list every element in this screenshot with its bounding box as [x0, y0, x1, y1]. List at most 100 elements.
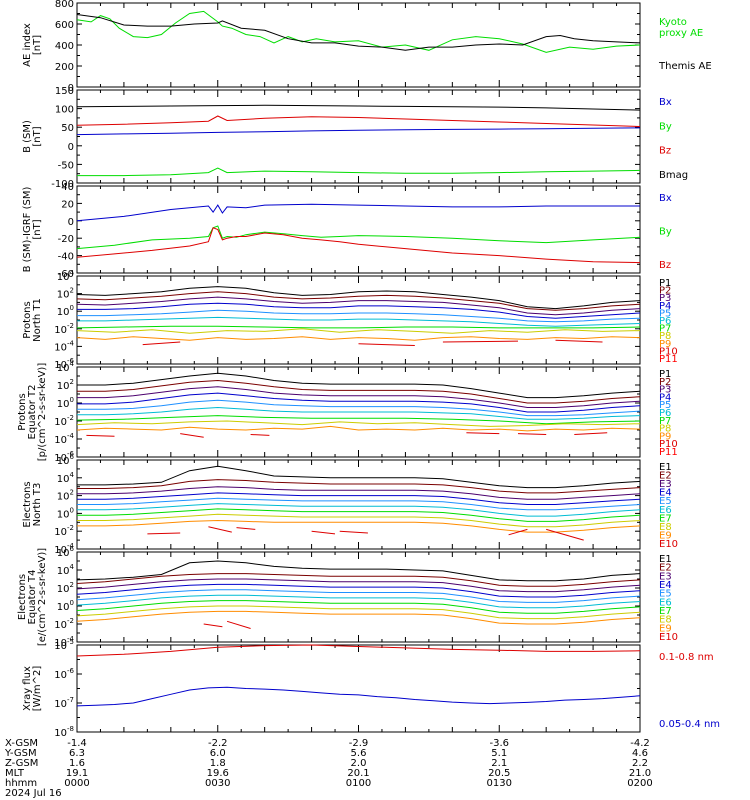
series-line-e8: [77, 513, 641, 528]
y-tick-label: 10-2: [54, 617, 74, 631]
series-line-e10: [508, 528, 528, 536]
legend-e4: E4: [659, 488, 672, 499]
series-line-e3: [77, 486, 641, 500]
y-tick-label: 800: [55, 0, 74, 10]
footer-value: 2.0: [351, 758, 367, 769]
y-tick-label: 100: [57, 304, 74, 318]
legend-0-05-0-4-nm: 0.05-0.4 nm: [659, 719, 720, 730]
y-tick-label: 10-8: [54, 725, 74, 739]
legend-bx: Bx: [659, 97, 672, 108]
series-line-bmag: [76, 104, 641, 111]
y-axis-label: [e/(cm^2-s-sr-keV)]: [37, 548, 48, 646]
footer-value: 0000: [64, 778, 89, 789]
y-axis-label: [nT]: [32, 126, 43, 146]
series-line-e10: [208, 526, 232, 533]
series-line-e1: [76, 560, 641, 582]
y-tick-label: 100: [57, 599, 74, 613]
y-tick-label: 102: [57, 489, 74, 503]
legend-p1: P1: [659, 369, 671, 380]
y-tick-label: 106: [57, 453, 75, 467]
legend-bz: Bz: [659, 146, 671, 157]
y-tick-label: 10-2: [54, 322, 74, 336]
y-tick-label: 150: [55, 86, 74, 97]
legend-kyoto-proxy-ae: proxy AE: [659, 28, 703, 39]
y-axis-label: [nT]: [32, 219, 43, 239]
y-axis-label: AE index: [22, 23, 33, 67]
legend-e9: E9: [659, 623, 672, 634]
series-line-p8: [76, 328, 641, 334]
series-line-p6: [77, 406, 641, 420]
footer-value: 1.6: [69, 758, 85, 769]
series-line-p10: [555, 339, 603, 343]
legend-themis-ae: Themis AE: [658, 61, 712, 72]
series-line-e8: [76, 605, 641, 620]
series-line-bx: [76, 203, 640, 222]
series-line-p6: [77, 316, 641, 327]
footer-row-label: hhmm: [5, 778, 37, 789]
series-line-e1: [77, 465, 641, 489]
series-line-p5: [77, 309, 641, 323]
series-line-e3: [76, 578, 641, 593]
y-axis-label: [W/m^2]: [32, 666, 43, 712]
y-tick-label: 0: [68, 217, 74, 228]
series-line-p8: [76, 420, 641, 427]
y-tick-label: -100: [51, 179, 74, 190]
series-line-p7: [76, 325, 641, 329]
series-line-0-05-0-4-nm: [76, 686, 641, 707]
y-tick-label: 104: [57, 471, 75, 485]
y-axis-label: Equator T4: [27, 570, 38, 625]
legend-p4: P4: [659, 392, 671, 403]
footer-date: 2024 Jul 16: [5, 788, 62, 799]
legend-p8: P8: [659, 424, 671, 435]
panel-frame: [76, 89, 641, 184]
legend-p10: P10: [659, 439, 678, 450]
series-line-p4: [77, 392, 641, 413]
legend-0-1-0-8-nm: 0.1-0.8 nm: [659, 652, 714, 663]
legend-e3: E3: [659, 571, 672, 582]
panel-8: 10-8 10-7 10-6 10-5 Xray flux [W/m^2] 0.1-0.8 …: [22, 638, 720, 739]
series-line-e9: [76, 610, 641, 625]
legend-p9: P9: [659, 431, 671, 442]
y-tick-label: 10-2: [54, 414, 74, 428]
y-tick-label: 100: [55, 105, 74, 116]
footer-value: -3.6: [489, 738, 509, 749]
series-line-e2: [76, 573, 641, 587]
series-line-p10: [86, 434, 115, 437]
y-tick-label: 50: [61, 123, 74, 134]
legend-e4: E4: [659, 580, 672, 591]
y-axis-label: B (SM)-IGRF (SM): [22, 187, 33, 273]
legend-e6: E6: [659, 597, 672, 608]
footer-value: 19.6: [207, 768, 229, 779]
legend-p2: P2: [659, 377, 671, 388]
series-line-e7: [77, 508, 641, 522]
y-axis-label: B (SM): [22, 120, 33, 153]
series-line-p10: [574, 432, 608, 435]
panel-3: -60 -40 -20 0 20 40 B (SM)-IGRF (SM) [nT] Bx By Bz: [22, 182, 672, 280]
legend-e6: E6: [659, 505, 672, 516]
footer-value: -2.2: [208, 738, 228, 749]
legend-p3: P3: [659, 385, 671, 396]
legend-e3: E3: [659, 479, 672, 490]
y-tick-label: -40: [58, 252, 74, 263]
series-line-e10: [311, 530, 336, 535]
series-line-p5: [77, 399, 641, 417]
y-axis-label: Equator T2: [27, 385, 38, 440]
y-axis-label: Electrons: [22, 481, 33, 527]
series-line-p2: [77, 379, 641, 404]
series-line-e4: [76, 583, 641, 598]
y-axis-label: [p/(cm^2-s-sr-keV)]: [37, 363, 48, 462]
legend-by: By: [659, 121, 672, 132]
legend-bz: Bz: [659, 260, 671, 271]
y-axis-label: [nT]: [32, 35, 43, 55]
series-line-p10: [180, 433, 204, 438]
legend-p7: P7: [659, 324, 671, 335]
footer-value: 0030: [205, 778, 230, 789]
legend-e2: E2: [659, 471, 672, 482]
y-tick-label: 20: [61, 199, 74, 210]
series-line-p10: [442, 340, 519, 343]
legend-e8: E8: [659, 522, 672, 533]
footer-value: 0100: [346, 778, 371, 789]
